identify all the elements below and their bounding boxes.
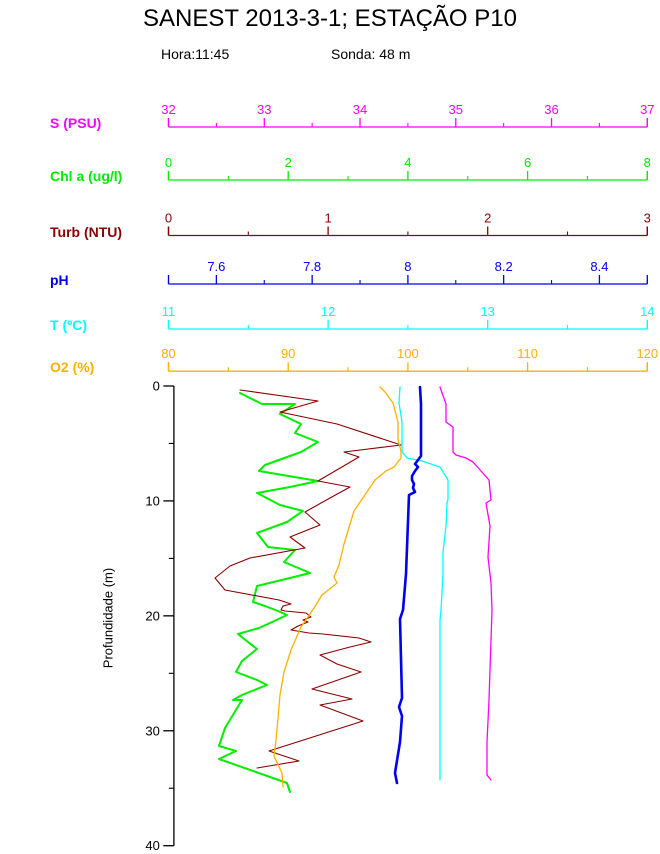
svg-text:7.8: 7.8 <box>303 259 321 274</box>
svg-text:8.4: 8.4 <box>590 259 608 274</box>
svg-text:35: 35 <box>449 102 463 117</box>
svg-text:120: 120 <box>636 346 658 361</box>
svg-text:1: 1 <box>324 211 331 226</box>
svg-text:8.2: 8.2 <box>495 259 513 274</box>
svg-text:2: 2 <box>285 155 292 170</box>
svg-text:13: 13 <box>480 304 494 319</box>
svg-text:33: 33 <box>257 102 271 117</box>
svg-text:110: 110 <box>517 346 538 361</box>
svg-text:2: 2 <box>484 211 491 226</box>
svg-text:0: 0 <box>165 211 172 226</box>
svg-text:100: 100 <box>397 346 419 361</box>
svg-text:8: 8 <box>404 259 411 274</box>
svg-text:0: 0 <box>165 155 172 170</box>
svg-text:12: 12 <box>321 304 335 319</box>
svg-text:3: 3 <box>644 211 651 226</box>
svg-text:30: 30 <box>145 723 159 738</box>
svg-text:32: 32 <box>161 102 175 117</box>
svg-text:8: 8 <box>644 155 651 170</box>
svg-text:7.6: 7.6 <box>207 259 225 274</box>
svg-text:20: 20 <box>145 608 159 623</box>
svg-text:90: 90 <box>281 346 295 361</box>
svg-text:14: 14 <box>640 304 654 319</box>
svg-text:0: 0 <box>153 379 160 394</box>
svg-text:40: 40 <box>145 838 159 853</box>
svg-text:37: 37 <box>640 102 654 117</box>
svg-text:10: 10 <box>145 493 159 508</box>
svg-text:36: 36 <box>544 102 558 117</box>
svg-text:6: 6 <box>524 155 531 170</box>
svg-text:80: 80 <box>161 346 175 361</box>
svg-text:34: 34 <box>353 102 367 117</box>
svg-text:4: 4 <box>404 155 411 170</box>
svg-text:11: 11 <box>162 304 176 319</box>
